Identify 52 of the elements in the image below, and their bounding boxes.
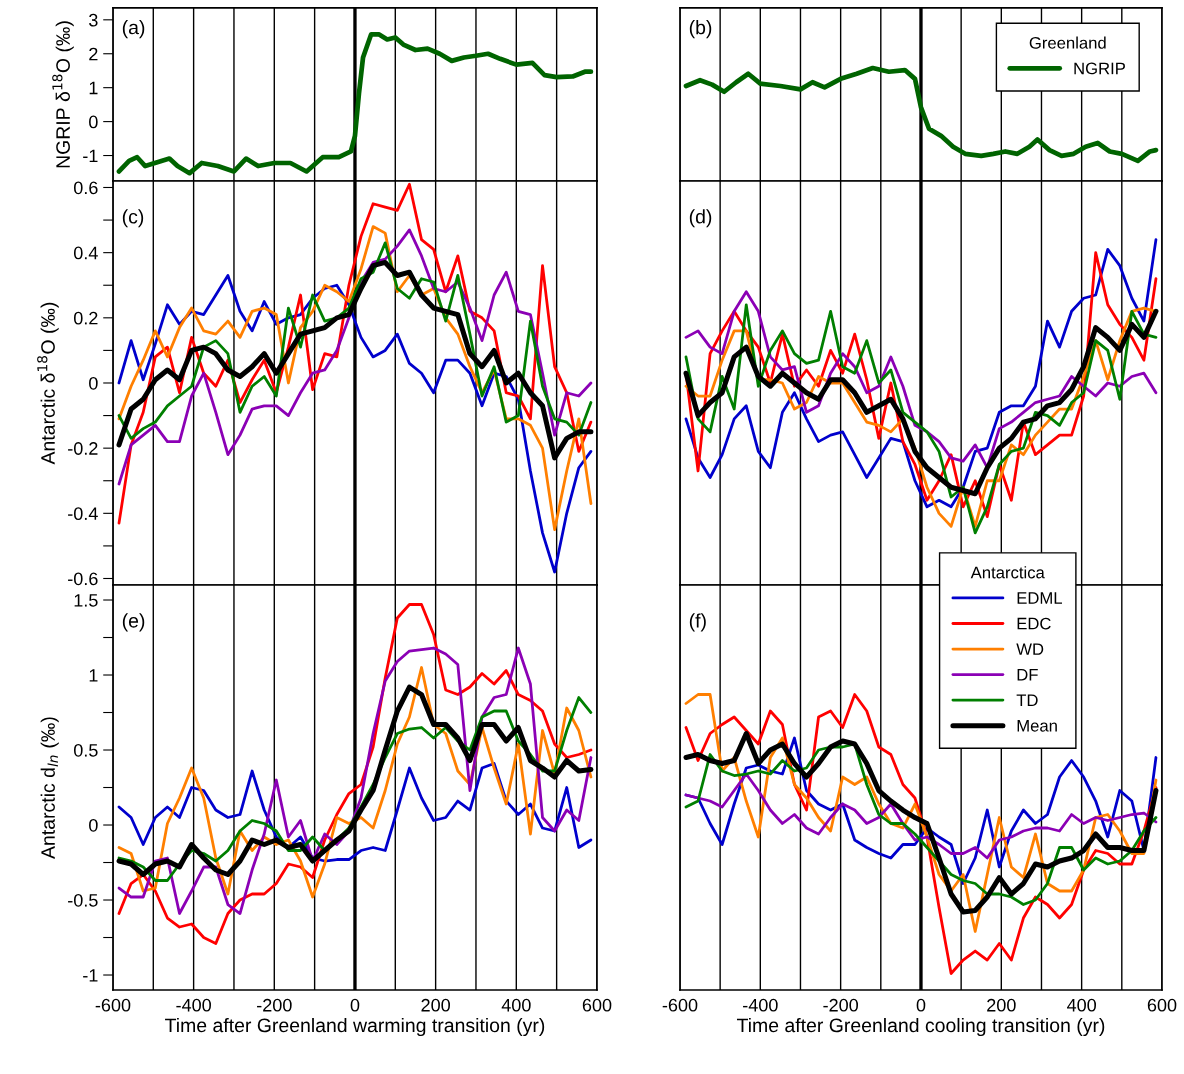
annotation: (c) [122,209,144,228]
x-tick-label: 400 [501,998,531,1012]
y-tick-label: 1.5 [74,594,98,607]
y-tick-label: 0.5 [73,743,98,757]
y-tick-label: 1 [89,81,98,95]
y-axis-title: Antarctic d$_{ln}$ (‰) [40,717,59,859]
y-tick-label: -0.2 [68,442,98,455]
legend-label: DF [1017,668,1038,681]
y-tick-label: 0.6 [73,181,98,195]
x-tick-label: -200 [823,998,858,1012]
legend-label: TD [1016,694,1038,706]
annotation: (f) [689,613,706,632]
y-tick-label: 0.2 [73,311,98,325]
y-tick-label: 2 [89,47,98,61]
y-tick-label: -1 [83,969,98,982]
x-axis-title: Time after Greenland cooling transition (yr) [736,1017,1105,1037]
y-tick-label: 1 [89,669,98,682]
legend-label: NGRIP [1074,62,1125,75]
x-tick-label: 200 [987,998,1016,1012]
y-tick-label: 3 [89,13,98,27]
x-tick-label: 600 [1147,998,1177,1012]
legend-title: Greenland [1029,36,1106,49]
x-tick-label: -600 [662,998,698,1012]
y-tick-label: -0.5 [68,893,98,907]
x-tick-label: 400 [1067,998,1096,1012]
x-tick-label: -600 [95,998,131,1012]
x-tick-label: -400 [176,998,211,1012]
y-tick-label: -0.6 [68,572,98,586]
y-tick-label: 0 [89,818,98,832]
y-tick-label: 0 [89,376,98,390]
annotation: (a) [122,20,145,39]
x-tick-label: 600 [582,998,612,1012]
x-tick-label: 200 [421,998,450,1012]
legend-label: Mean [1017,720,1057,732]
legend-label: WD [1016,643,1044,655]
y-tick-label: -0.4 [68,507,98,521]
x-tick-label: -200 [257,998,292,1012]
y-tick-label: 0 [89,115,98,129]
legend-title: Antarctica [970,566,1045,579]
legend-label: EDC [1017,617,1051,630]
annotation: (e) [122,613,145,632]
y-tick-label: -1 [83,149,98,163]
y-axis-title: Antarctic δ$^{18}$O (‰) [37,302,59,465]
x-tick-label: 0 [916,998,926,1012]
annotation: (d) [689,209,712,228]
x-tick-label: -400 [743,998,778,1012]
x-tick-label: 0 [350,998,360,1012]
annotation: (b) [689,20,712,39]
y-tick-label: 0.4 [73,246,98,260]
y-axis-title: NGRIP δ$^{18}$O (‰) [52,21,74,168]
x-axis-title: Time after Greenland warming transition (yr) [165,1017,545,1037]
legend-label: EDML [1017,592,1062,604]
